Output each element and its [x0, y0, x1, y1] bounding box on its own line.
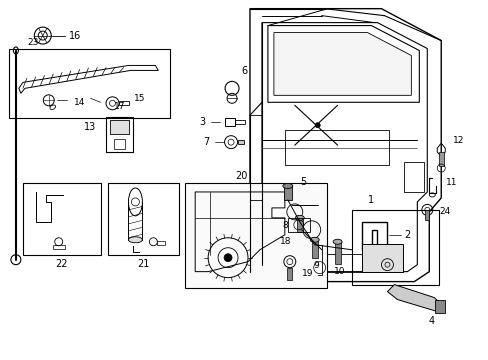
Text: 12: 12 — [452, 136, 464, 145]
Circle shape — [315, 123, 320, 128]
Bar — [113, 139, 125, 149]
Text: 11: 11 — [446, 179, 457, 188]
Bar — [334, 242, 340, 264]
Ellipse shape — [309, 237, 319, 242]
Bar — [311, 240, 317, 258]
Bar — [157, 241, 165, 245]
Text: 18: 18 — [280, 237, 291, 246]
Text: 19: 19 — [301, 269, 313, 278]
Text: 24: 24 — [438, 207, 449, 216]
Bar — [287, 268, 292, 280]
Polygon shape — [273, 32, 410, 95]
Text: 13: 13 — [83, 122, 96, 132]
Text: 17: 17 — [114, 102, 125, 111]
Bar — [53, 245, 64, 249]
Text: 6: 6 — [241, 67, 246, 76]
Ellipse shape — [332, 239, 342, 244]
Ellipse shape — [128, 237, 142, 243]
Bar — [237, 140, 243, 144]
Bar — [109, 120, 129, 134]
Bar — [283, 186, 291, 200]
Bar — [434, 300, 444, 314]
Bar — [361, 244, 403, 272]
Text: 4: 4 — [427, 316, 433, 327]
Bar — [119, 101, 129, 105]
Text: 23: 23 — [28, 38, 39, 47]
Ellipse shape — [295, 215, 304, 220]
Text: 15: 15 — [134, 94, 145, 103]
Bar — [9, 49, 170, 118]
Bar — [285, 130, 388, 165]
Text: 5: 5 — [299, 177, 305, 187]
Bar — [105, 117, 133, 152]
Text: 22: 22 — [55, 259, 68, 269]
Polygon shape — [386, 285, 440, 311]
Text: 1: 1 — [367, 195, 373, 205]
Text: 9: 9 — [313, 261, 319, 270]
Text: 16: 16 — [68, 31, 81, 41]
Text: 21: 21 — [137, 259, 149, 269]
Text: 20: 20 — [234, 171, 247, 181]
Bar — [235, 120, 244, 124]
Bar — [224, 118, 235, 126]
Bar — [425, 210, 428, 220]
Text: 3: 3 — [199, 117, 205, 127]
Bar — [404, 162, 424, 192]
Text: 2: 2 — [404, 230, 410, 240]
Bar — [23, 183, 101, 255]
Ellipse shape — [282, 184, 292, 189]
Text: 7: 7 — [203, 137, 209, 147]
Bar — [185, 183, 326, 288]
Bar — [296, 218, 302, 232]
Circle shape — [224, 254, 232, 262]
Bar — [309, 254, 364, 272]
Bar — [438, 152, 443, 166]
Text: 8: 8 — [282, 221, 287, 230]
Text: 10: 10 — [333, 267, 345, 276]
Bar — [351, 210, 438, 285]
Bar — [107, 183, 179, 255]
Text: 14: 14 — [74, 98, 85, 107]
